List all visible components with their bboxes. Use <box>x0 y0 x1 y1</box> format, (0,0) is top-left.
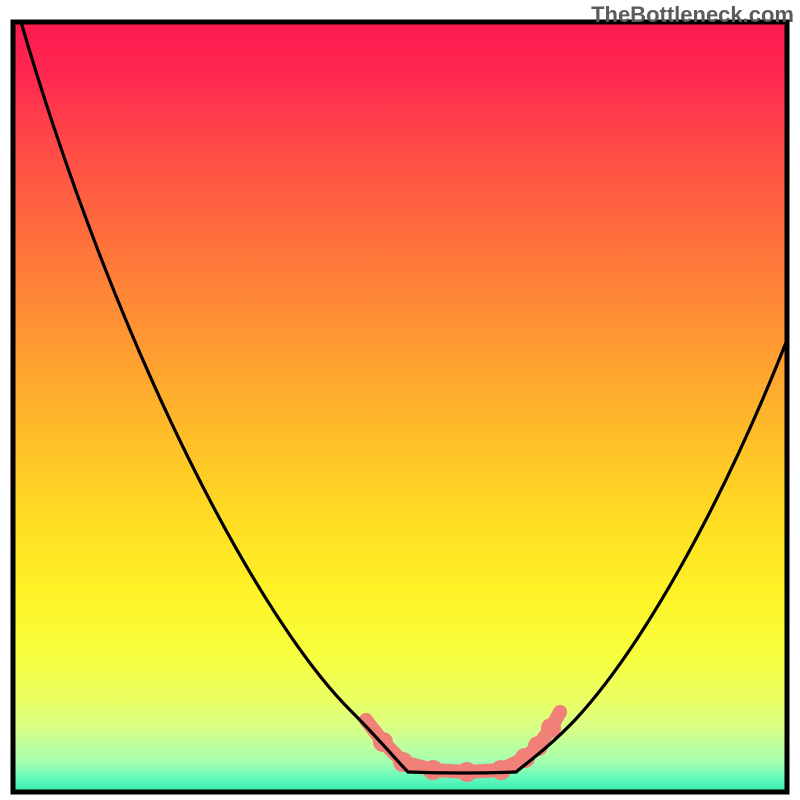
bottleneck-curve <box>0 0 800 800</box>
curve-left <box>21 22 408 772</box>
curve-bottom <box>408 772 516 773</box>
chart-stage: TheBottleneck.com <box>0 0 800 800</box>
marker-point <box>553 705 567 719</box>
plot-frame <box>13 22 787 792</box>
marker-point <box>423 760 443 780</box>
watermark-text: TheBottleneck.com <box>591 2 794 28</box>
marker-point <box>491 760 511 780</box>
markers <box>359 705 567 782</box>
